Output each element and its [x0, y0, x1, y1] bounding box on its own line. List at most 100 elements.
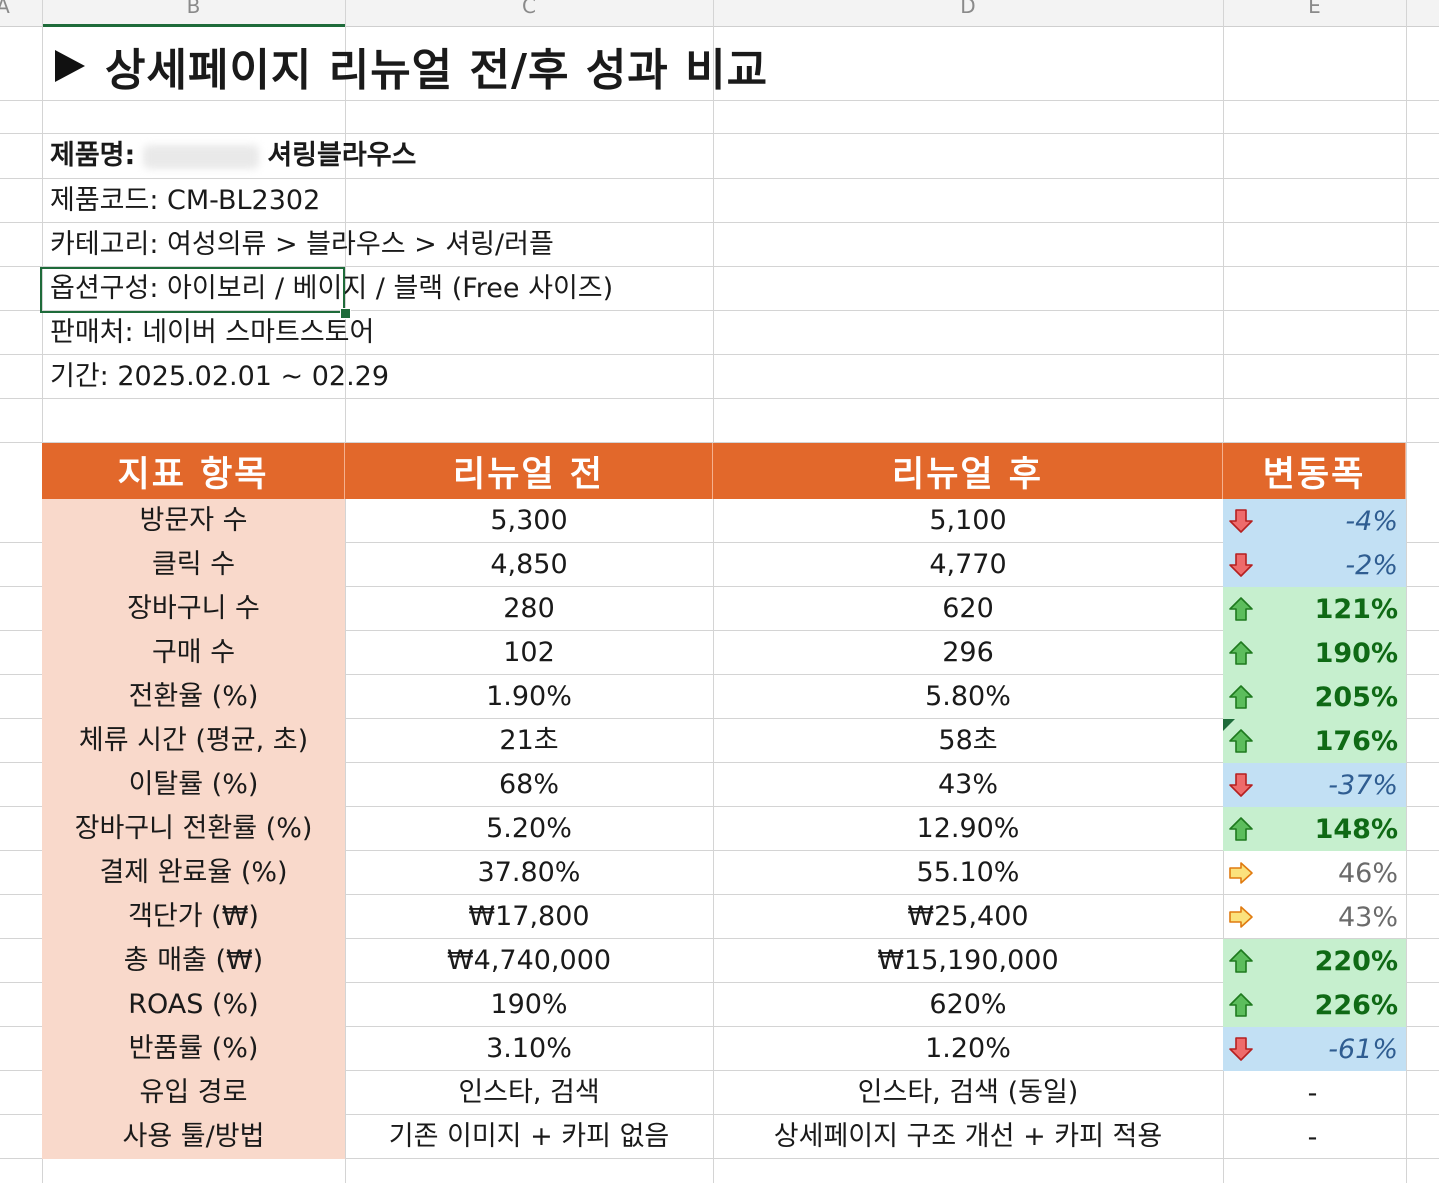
- before-value-cell[interactable]: 21초: [499, 725, 559, 756]
- metric-label-cell[interactable]: 전환율 (%): [42, 675, 345, 719]
- metric-label-cell[interactable]: 결제 완료율 (%): [42, 851, 345, 895]
- arrow-down-icon: [1227, 771, 1255, 799]
- after-value-cell[interactable]: 620%: [929, 989, 1007, 1020]
- change-cell[interactable]: 46%: [1223, 851, 1406, 895]
- metric-label-cell[interactable]: 장바구니 수: [42, 587, 345, 631]
- metric-label-cell[interactable]: 유입 경로: [42, 1071, 345, 1115]
- after-value-cell[interactable]: 5.80%: [925, 681, 1011, 712]
- before-value-cell[interactable]: 3.10%: [486, 1033, 572, 1064]
- before-value-cell[interactable]: 5,300: [490, 505, 568, 536]
- change-cell[interactable]: -: [1223, 1071, 1406, 1115]
- fill-handle[interactable]: [340, 308, 351, 319]
- after-value-cell[interactable]: 인스타, 검색 (동일): [857, 1077, 1079, 1108]
- category-cell[interactable]: 카테고리: 여성의류 > 블라우스 > 셔링/러플: [50, 229, 554, 260]
- change-value: -37%: [1328, 769, 1398, 801]
- change-cell[interactable]: -2%: [1223, 543, 1406, 587]
- before-value-cell[interactable]: ₩4,740,000: [446, 945, 612, 976]
- column-header-c[interactable]: C: [522, 0, 536, 18]
- change-cell[interactable]: 205%: [1223, 675, 1406, 719]
- change-cell[interactable]: -37%: [1223, 763, 1406, 807]
- change-cell[interactable]: 190%: [1223, 631, 1406, 675]
- change-value: 176%: [1314, 725, 1398, 757]
- after-value-cell[interactable]: 296: [942, 637, 994, 668]
- arrow-up-icon: [1227, 947, 1255, 975]
- after-value-cell[interactable]: ₩25,400: [907, 901, 1029, 932]
- arrow-right-icon: [1227, 903, 1255, 931]
- metric-label-cell[interactable]: 이탈률 (%): [42, 763, 345, 807]
- metric-label-cell[interactable]: ROAS (%): [42, 983, 345, 1027]
- header-change[interactable]: 변동폭: [1223, 443, 1406, 499]
- arrow-up-icon: [1227, 595, 1255, 623]
- before-value-cell[interactable]: 5.20%: [486, 813, 572, 844]
- arrow-down-icon: [1227, 1035, 1255, 1063]
- table-row: 반품률 (%) 3.10% 1.20% -61%: [0, 1027, 1439, 1071]
- before-value-cell[interactable]: 인스타, 검색: [458, 1077, 600, 1108]
- change-cell[interactable]: -4%: [1223, 499, 1406, 543]
- before-value-cell[interactable]: 37.80%: [477, 857, 581, 888]
- change-cell[interactable]: 226%: [1223, 983, 1406, 1027]
- metric-label-cell[interactable]: 구매 수: [42, 631, 345, 675]
- change-cell[interactable]: 220%: [1223, 939, 1406, 983]
- arrow-up-icon: [1227, 639, 1255, 667]
- metric-label-cell[interactable]: 총 매출 (₩): [42, 939, 345, 983]
- metric-label-cell[interactable]: 장바구니 전환률 (%): [42, 807, 345, 851]
- header-after[interactable]: 리뉴얼 후: [713, 443, 1223, 499]
- before-value-cell[interactable]: 기존 이미지 + 카피 없음: [388, 1121, 670, 1152]
- metric-label-cell[interactable]: 반품률 (%): [42, 1027, 345, 1071]
- change-cell[interactable]: 43%: [1223, 895, 1406, 939]
- change-cell[interactable]: -: [1223, 1115, 1406, 1159]
- table-row: 클릭 수 4,850 4,770 -2%: [0, 543, 1439, 587]
- column-header-e[interactable]: E: [1308, 0, 1321, 18]
- change-value: -: [1307, 1121, 1318, 1153]
- sheet-title[interactable]: 상세페이지 리뉴얼 전/후 성과 비교: [55, 36, 768, 96]
- arrow-up-icon: [1227, 683, 1255, 711]
- after-value-cell[interactable]: 1.20%: [925, 1033, 1011, 1064]
- after-value-cell[interactable]: 5,100: [929, 505, 1007, 536]
- after-value-cell[interactable]: 58초: [938, 725, 998, 756]
- change-value: 43%: [1337, 901, 1398, 933]
- header-before[interactable]: 리뉴얼 전: [345, 443, 713, 499]
- seller-cell[interactable]: 판매처: 네이버 스마트스토어: [50, 317, 375, 348]
- change-cell[interactable]: -61%: [1223, 1027, 1406, 1071]
- options-cell[interactable]: 옵션구성: 아이보리 / 베이지 / 블랙 (Free 사이즈): [50, 273, 614, 304]
- before-value-cell[interactable]: 190%: [490, 989, 568, 1020]
- product-name-cell[interactable]: 제품명: 셔링블라우스: [50, 134, 416, 178]
- header-metric[interactable]: 지표 항목: [42, 443, 345, 499]
- blurred-brand: [143, 144, 260, 169]
- before-value-cell[interactable]: ₩17,800: [468, 901, 590, 932]
- after-value-cell[interactable]: 상세페이지 구조 개선 + 카피 적용: [773, 1121, 1163, 1152]
- after-value-cell[interactable]: 12.90%: [916, 813, 1020, 844]
- after-value-cell[interactable]: 620: [942, 593, 994, 624]
- table-row: 장바구니 전환률 (%) 5.20% 12.90% 148%: [0, 807, 1439, 851]
- metric-label-cell[interactable]: 사용 툴/방법: [42, 1115, 345, 1159]
- after-value-cell[interactable]: 4,770: [929, 549, 1007, 580]
- before-value-cell[interactable]: 102: [503, 637, 555, 668]
- change-value: -4%: [1345, 505, 1398, 537]
- period-cell[interactable]: 기간: 2025.02.01 ~ 02.29: [50, 361, 390, 392]
- before-value-cell[interactable]: 68%: [498, 769, 559, 800]
- before-value-cell[interactable]: 4,850: [490, 549, 568, 580]
- column-header-bar: [0, 0, 1439, 27]
- metric-label-cell[interactable]: 체류 시간 (평균, 초): [42, 719, 345, 763]
- after-value-cell[interactable]: 55.10%: [916, 857, 1020, 888]
- change-value: 205%: [1314, 681, 1398, 713]
- change-cell[interactable]: 121%: [1223, 587, 1406, 631]
- table-row: 유입 경로 인스타, 검색 인스타, 검색 (동일) -: [0, 1071, 1439, 1115]
- column-header-d[interactable]: D: [960, 0, 976, 18]
- sheet-title-text: 상세페이지 리뉴얼 전/후 성과 비교: [105, 45, 769, 96]
- metric-label-cell[interactable]: 객단가 (₩): [42, 895, 345, 939]
- arrow-up-icon: [1227, 991, 1255, 1019]
- table-row: 이탈률 (%) 68% 43% -37%: [0, 763, 1439, 807]
- change-cell[interactable]: 176%: [1223, 719, 1406, 763]
- column-header-b[interactable]: B: [186, 0, 201, 18]
- after-value-cell[interactable]: ₩15,190,000: [877, 945, 1059, 976]
- before-value-cell[interactable]: 1.90%: [486, 681, 572, 712]
- metric-label-cell[interactable]: 클릭 수: [42, 543, 345, 587]
- before-value-cell[interactable]: 280: [503, 593, 555, 624]
- column-header-a[interactable]: A: [0, 0, 10, 18]
- after-value-cell[interactable]: 43%: [937, 769, 998, 800]
- product-code-cell[interactable]: 제품코드: CM-BL2302: [50, 185, 321, 216]
- table-row: 총 매출 (₩) ₩4,740,000 ₩15,190,000 220%: [0, 939, 1439, 983]
- change-cell[interactable]: 148%: [1223, 807, 1406, 851]
- metric-label-cell[interactable]: 방문자 수: [42, 499, 345, 543]
